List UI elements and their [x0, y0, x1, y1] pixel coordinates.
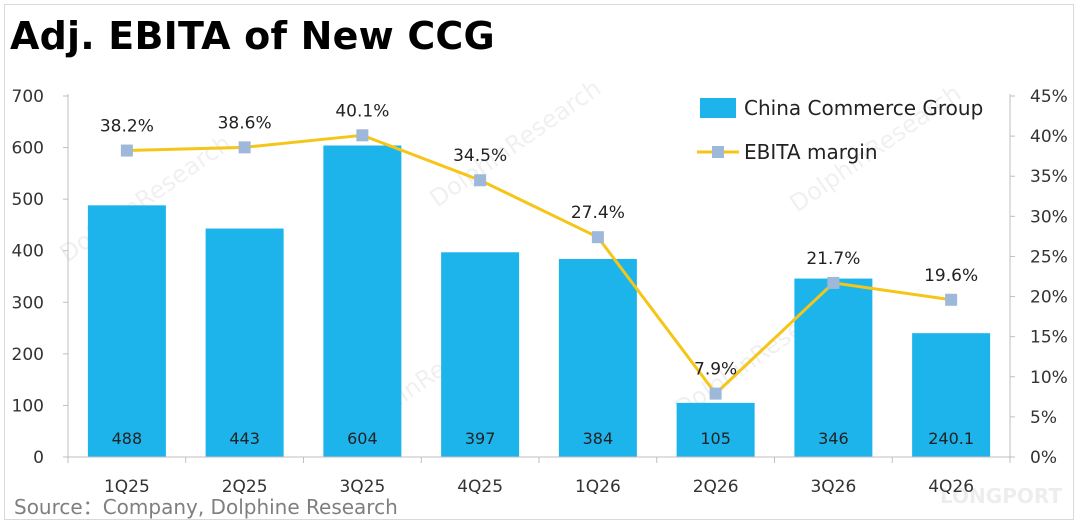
y-right-tick-label: 40% — [1030, 127, 1068, 147]
bar-value-label: 397 — [465, 429, 496, 448]
bar-value-label: 105 — [700, 429, 731, 448]
ebita-margin-label: 40.1% — [335, 101, 389, 121]
y-right-tick-label: 35% — [1030, 167, 1068, 187]
ebita-margin-line — [126, 133, 952, 396]
watermark-dolphinresearch: DolphinResearch — [425, 74, 607, 213]
ebita-margin-label: 19.6% — [924, 266, 978, 286]
x-tick-label: 1Q25 — [104, 477, 150, 497]
chart-frame — [4, 4, 1074, 520]
bar-value-label: 384 — [583, 429, 614, 448]
ebita-margin-marker — [356, 129, 369, 142]
y-left-tick-label: 300 — [12, 293, 44, 313]
ebita-margin-marker — [238, 141, 251, 154]
y-right-tick-label: 0% — [1030, 448, 1057, 468]
ebita-margin-label: 27.4% — [571, 203, 625, 223]
bar-1q26 — [558, 258, 637, 457]
bar-4q26 — [912, 333, 991, 457]
ebita-margin-label: 38.2% — [100, 117, 154, 137]
y-left-tick-label: 500 — [12, 190, 44, 210]
bar-2q25 — [205, 228, 284, 457]
ebita-margin-marker — [827, 276, 840, 289]
y-left-tick-label: 0 — [33, 448, 44, 468]
ebita-margin-label: 7.9% — [694, 360, 737, 380]
bar-value-label: 488 — [112, 429, 143, 448]
y-left-tick-label: 200 — [12, 345, 44, 365]
x-tick-label: 3Q25 — [339, 477, 385, 497]
ebita-margin-marker — [120, 144, 133, 157]
x-tick-label: 3Q26 — [810, 477, 856, 497]
y-right-tick-label: 5% — [1030, 408, 1057, 428]
ebita-margin-label: 34.5% — [453, 146, 507, 166]
watermark-longport: LONGPORT — [940, 484, 1062, 508]
x-tick-label: 4Q26 — [928, 477, 974, 497]
bar-1q25 — [87, 205, 166, 457]
y-right-tick-label: 10% — [1030, 368, 1068, 388]
bar-value-label: 604 — [347, 429, 378, 448]
bar-value-label: 240.1 — [928, 429, 974, 448]
y-right-tick-label: 15% — [1030, 328, 1068, 348]
bar-value-label: 443 — [229, 429, 260, 448]
y-left-tick-label: 600 — [12, 139, 44, 159]
source-note: Source：Company, Dolphine Research — [14, 495, 398, 519]
legend-line-label: EBITA margin — [744, 140, 878, 164]
ebita-margin-marker — [474, 174, 487, 187]
ebita-margin-marker — [945, 293, 958, 306]
legend-bar-label: China Commerce Group — [744, 96, 983, 120]
ebita-margin-marker — [709, 387, 722, 400]
y-right-tick-label: 20% — [1030, 288, 1068, 308]
bar-3q25 — [323, 145, 402, 457]
ebita-margin-label: 21.7% — [806, 249, 860, 269]
bar-4q25 — [441, 252, 520, 457]
x-tick-label: 2Q26 — [693, 477, 739, 497]
y-right-tick-label: 25% — [1030, 247, 1068, 267]
x-tick-label: 2Q25 — [222, 477, 268, 497]
legend-bar-swatch — [700, 98, 736, 118]
x-tick-label: 4Q25 — [457, 477, 503, 497]
y-left-tick-label: 100 — [12, 396, 44, 416]
y-right-tick-label: 30% — [1030, 207, 1068, 227]
y-right-tick-label: 45% — [1030, 87, 1068, 107]
y-left-tick-label: 400 — [12, 242, 44, 262]
bar-value-label: 346 — [818, 429, 849, 448]
x-tick-label: 1Q26 — [575, 477, 621, 497]
y-left-tick-label: 700 — [12, 87, 44, 107]
legend-line-marker — [712, 146, 724, 158]
bar-2q26 — [676, 402, 755, 457]
chart-title: Adj. EBITA of New CCG — [10, 14, 495, 58]
ebita-margin-marker — [591, 231, 604, 244]
ebita-margin-label: 38.6% — [218, 113, 272, 133]
